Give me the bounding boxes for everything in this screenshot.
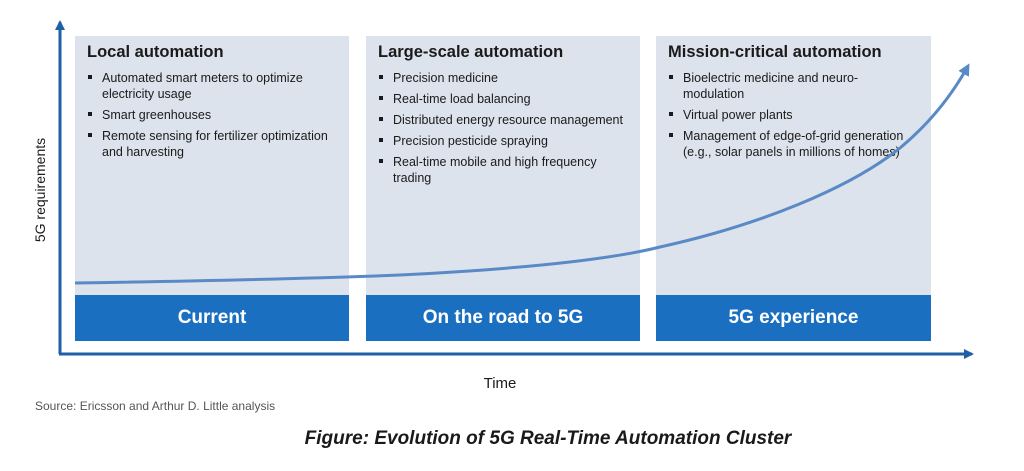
bullet-icon <box>88 75 92 79</box>
stage-item: Precision medicine <box>378 70 623 86</box>
stage-title: Large-scale automation <box>378 43 564 61</box>
stage-title: Local automation <box>87 43 224 61</box>
bullet-icon <box>379 159 383 163</box>
stage-item: Automated smart meters to optimize elect… <box>87 70 332 102</box>
stage-panel-large-scale-automation: Large-scale automation Precision medicin… <box>366 36 640 295</box>
bullet-icon <box>669 112 673 116</box>
stage-item-text: Automated smart meters to optimize elect… <box>102 71 303 101</box>
figure-caption: Figure: Evolution of 5G Real-Time Automa… <box>304 428 792 449</box>
stage-item-text: Bioelectric medicine and neuro-modulatio… <box>683 71 859 101</box>
x-axis-label: Time <box>483 375 517 392</box>
bullet-icon <box>379 96 383 100</box>
stage-item: Bioelectric medicine and neuro-modulatio… <box>668 70 913 102</box>
stage-band-on-the-road: On the road to 5G <box>366 295 640 341</box>
stage-item: Management of edge-of-grid generation (e… <box>668 128 913 160</box>
stage-item-text: Precision medicine <box>393 71 498 85</box>
stage-item-text: Remote sensing for fertilizer optimizati… <box>102 129 328 159</box>
stage-band-5g-experience: 5G experience <box>656 295 931 341</box>
bullet-icon <box>379 75 383 79</box>
y-axis-label: 5G requirements <box>32 137 48 243</box>
stage-item: Distributed energy resource management <box>378 112 623 128</box>
stage-item-text: Smart greenhouses <box>102 108 212 122</box>
stage-item-list: Bioelectric medicine and neuro-modulatio… <box>668 70 913 165</box>
stage-title: Mission-critical automation <box>668 43 882 61</box>
bullet-icon <box>88 112 92 116</box>
stage-item: Virtual power plants <box>668 107 913 123</box>
stage-item: Real-time mobile and high frequency trad… <box>378 154 623 186</box>
stage-item: Smart greenhouses <box>87 107 332 123</box>
bullet-icon <box>88 133 92 137</box>
bullet-icon <box>379 117 383 121</box>
stage-panel-mission-critical-automation: Mission-critical automation Bioelectric … <box>656 36 931 295</box>
stage-item-text: Real-time mobile and high frequency trad… <box>393 155 597 185</box>
stage-item-text: Management of edge-of-grid generation (e… <box>683 129 904 159</box>
stage-panel-local-automation: Local automation Automated smart meters … <box>75 36 349 295</box>
bullet-icon <box>669 75 673 79</box>
bullet-icon <box>379 138 383 142</box>
bullet-icon <box>669 133 673 137</box>
stage-item-text: Precision pesticide spraying <box>393 134 548 148</box>
stage-item: Real-time load balancing <box>378 91 623 107</box>
stage-item-list: Automated smart meters to optimize elect… <box>87 70 332 165</box>
stage-item-text: Distributed energy resource management <box>393 113 623 127</box>
stage-item-list: Precision medicine Real-time load balanc… <box>378 70 623 191</box>
stage-item: Remote sensing for fertilizer optimizati… <box>87 128 332 160</box>
source-note: Source: Ericsson and Arthur D. Little an… <box>35 399 276 413</box>
stage-item-text: Virtual power plants <box>683 108 793 122</box>
stage-band-current: Current <box>75 295 349 341</box>
stage-item: Precision pesticide spraying <box>378 133 623 149</box>
stage-item-text: Real-time load balancing <box>393 92 531 106</box>
